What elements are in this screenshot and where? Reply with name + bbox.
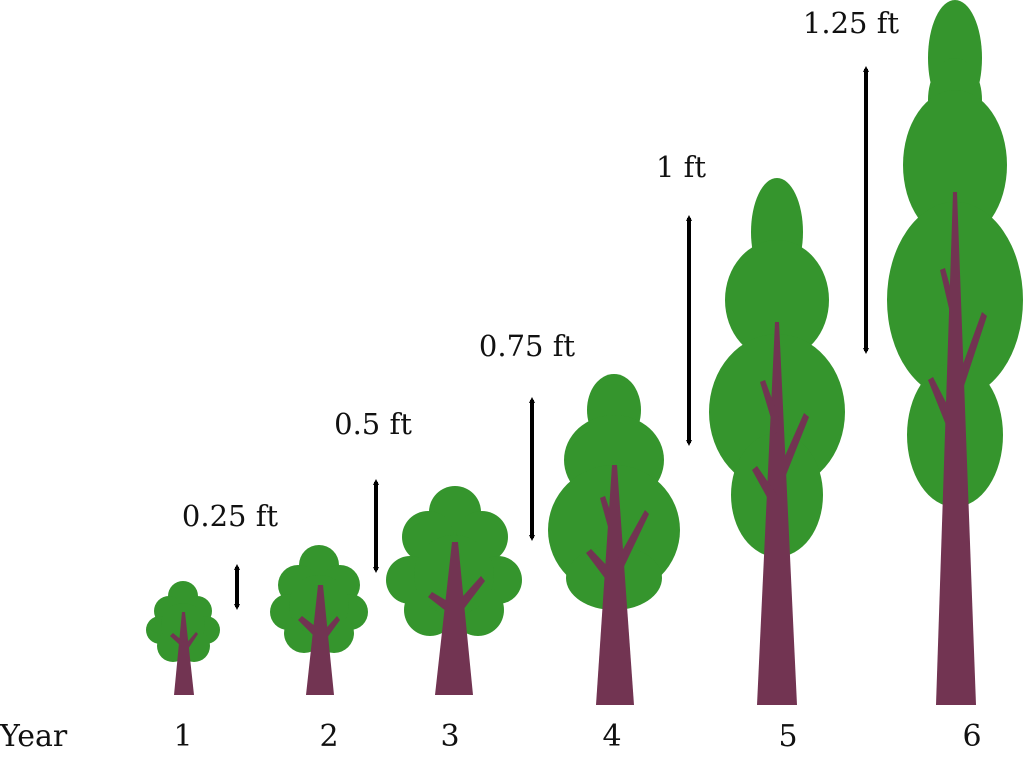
growth-label-3: 0.75 ft bbox=[479, 329, 576, 363]
year-label-5: 5 bbox=[778, 719, 797, 754]
year-label-3: 3 bbox=[440, 719, 459, 754]
growth-label-1: 0.25 ft bbox=[182, 499, 279, 533]
growth-label-2: 0.5 ft bbox=[334, 407, 412, 441]
year-label-2: 2 bbox=[319, 719, 338, 754]
year-label-6: 6 bbox=[962, 719, 981, 754]
tree-year-3 bbox=[386, 486, 522, 695]
growth-label-4: 1 ft bbox=[656, 150, 706, 184]
trunk-3 bbox=[428, 542, 485, 695]
year-label-1: 1 bbox=[173, 719, 192, 754]
growth-label-5: 1.25 ft bbox=[803, 6, 900, 40]
trunk-5 bbox=[752, 322, 809, 705]
trunk-1 bbox=[170, 612, 198, 695]
trunk-6 bbox=[928, 192, 987, 705]
tree-year-5 bbox=[709, 178, 845, 705]
tree-year-4 bbox=[548, 374, 680, 705]
tree-year-2 bbox=[270, 545, 368, 695]
tree-year-6 bbox=[887, 0, 1023, 705]
trunk-2 bbox=[298, 585, 340, 695]
year-axis-label: Year bbox=[0, 719, 68, 754]
growth-arrows bbox=[234, 66, 869, 610]
tree-year-1 bbox=[146, 581, 220, 695]
trunk-4 bbox=[586, 465, 649, 705]
year-label-4: 4 bbox=[602, 719, 621, 754]
